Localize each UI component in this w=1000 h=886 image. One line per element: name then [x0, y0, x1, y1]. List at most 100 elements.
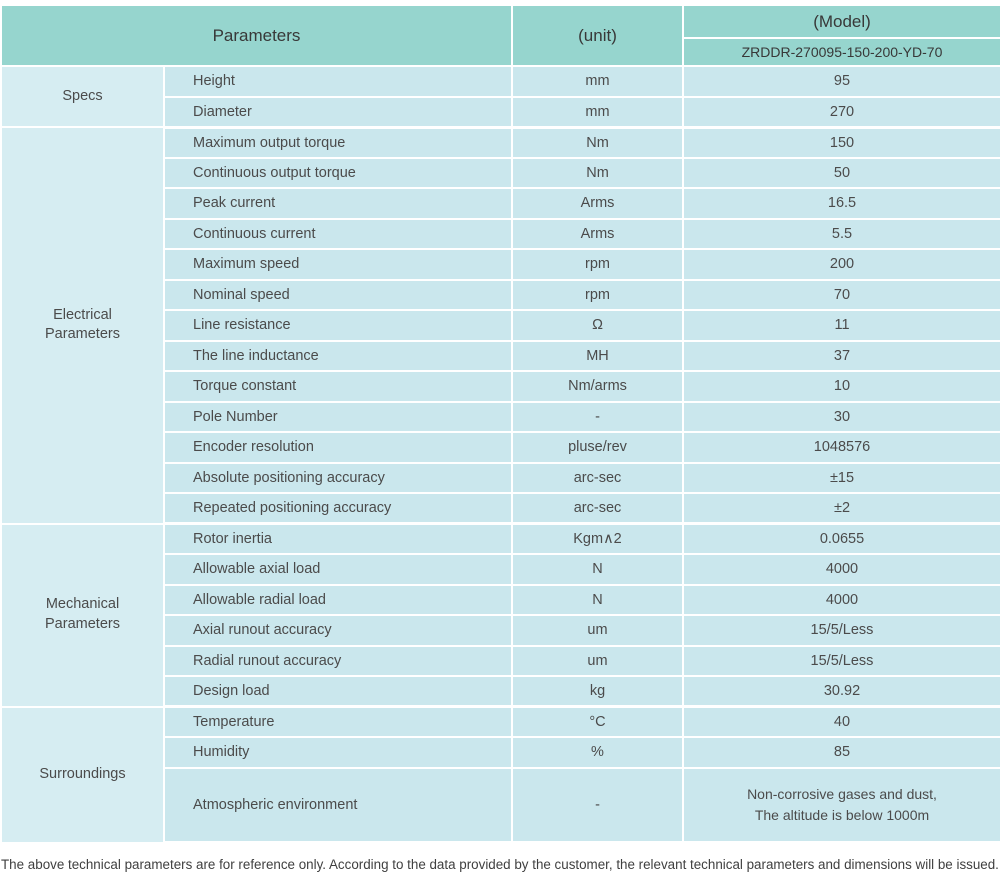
value-cell: 4000 — [682, 583, 1000, 616]
param-cell: Axial runout accuracy — [163, 614, 513, 647]
param-cell: Repeated positioning accuracy — [163, 492, 513, 525]
param-cell: Continuous current — [163, 217, 513, 250]
param-cell: Allowable radial load — [163, 583, 513, 616]
unit-cell: MH — [511, 339, 684, 372]
table-row: Design load kg 30.92 — [1, 675, 1000, 708]
unit-cell: Nm — [511, 126, 684, 159]
param-cell: Allowable axial load — [163, 553, 513, 586]
param-cell: Absolute positioning accuracy — [163, 461, 513, 494]
value-cell: 10 — [682, 370, 1000, 403]
table-row: Diameter mm 270 — [1, 95, 1000, 129]
table-row: Absolute positioning accuracy arc-sec ±15 — [1, 461, 1000, 494]
value-cell: 50 — [682, 156, 1000, 189]
unit-cell: Arms — [511, 187, 684, 220]
param-cell: The line inductance — [163, 339, 513, 372]
model-number: ZRDDR-270095-150-200-YD-70 — [682, 37, 1000, 67]
table-row: Maximum speed rpm 200 — [1, 248, 1000, 281]
param-cell: Peak current — [163, 187, 513, 220]
unit-cell: arc-sec — [511, 461, 684, 494]
value-cell: 150 — [682, 126, 1000, 159]
value-cell: 1048576 — [682, 431, 1000, 464]
table-row: The line inductance MH 37 — [1, 339, 1000, 372]
param-cell: Temperature — [163, 705, 513, 738]
table-row: Continuous current Arms 5.5 — [1, 217, 1000, 250]
param-cell: Diameter — [163, 95, 513, 129]
unit-cell: Ω — [511, 309, 684, 342]
col-header-model: (Model) — [682, 4, 1000, 39]
value-cell: 70 — [682, 278, 1000, 311]
unit-cell: um — [511, 644, 684, 677]
param-cell: Nominal speed — [163, 278, 513, 311]
value-cell: 5.5 — [682, 217, 1000, 250]
unit-cell: Nm/arms — [511, 370, 684, 403]
param-cell: Humidity — [163, 736, 513, 769]
table-row: Repeated positioning accuracy arc-sec ±2 — [1, 492, 1000, 525]
value-cell: 15/5/Less — [682, 644, 1000, 677]
value-cell: 4000 — [682, 553, 1000, 586]
table-row: Mechanical Parameters Rotor inertia Kgm∧2 0… — [0, 522, 1000, 708]
unit-cell: kg — [511, 675, 684, 708]
unit-cell: mm — [511, 95, 684, 129]
unit-cell: um — [511, 614, 684, 647]
value-cell: ±2 — [682, 492, 1000, 525]
unit-cell: arc-sec — [511, 492, 684, 525]
unit-cell: Kgm∧2 — [511, 522, 684, 555]
unit-cell: rpm — [511, 278, 684, 311]
unit-cell: °C — [511, 705, 684, 738]
group-cell-electrical-parameters: Electrical Parameters — [0, 126, 165, 525]
param-cell: Atmospheric environment — [163, 766, 513, 844]
value-cell: 200 — [682, 248, 1000, 281]
value-cell: 270 — [682, 95, 1000, 129]
unit-cell: rpm — [511, 248, 684, 281]
param-cell: Torque constant — [163, 370, 513, 403]
table-row: Continuous output torque Nm 50 — [1, 156, 1000, 189]
param-cell: Maximum speed — [163, 248, 513, 281]
param-cell: Height — [163, 65, 513, 98]
unit-cell: Arms — [511, 217, 684, 250]
unit-cell: N — [511, 553, 684, 586]
unit-cell: N — [511, 583, 684, 616]
table-body: Specs Height mm 95 Diameter mm 270 Electrical P… — [0, 65, 1000, 844]
param-cell: Rotor inertia — [163, 522, 513, 555]
value-cell: 16.5 — [682, 187, 1000, 220]
value-cell: 85 — [682, 736, 1000, 769]
value-cell: 37 — [682, 339, 1000, 372]
param-cell: Line resistance — [163, 309, 513, 342]
value-cell: 30 — [682, 400, 1000, 433]
value-cell: 15/5/Less — [682, 614, 1000, 647]
table-row: Encoder resolution pluse/rev 1048576 — [1, 431, 1000, 464]
unit-cell: - — [511, 400, 684, 433]
table-row: Atmospheric environment - Non-corrosive ga… — [1, 766, 1000, 844]
table-row: Electrical Parameters Maximum output torq… — [0, 126, 1000, 525]
param-cell: Continuous output torque — [163, 156, 513, 189]
table-row: Specs Height mm 95 — [0, 65, 1000, 128]
group-cell-surroundings: Surroundings — [0, 705, 165, 844]
value-cell: 0.0655 — [682, 522, 1000, 555]
param-cell: Encoder resolution — [163, 431, 513, 464]
unit-cell: % — [511, 736, 684, 769]
header-row-top: Parameters (unit) (Model) — [0, 4, 1000, 67]
value-cell: 30.92 — [682, 675, 1000, 708]
header-row-model: ZRDDR-270095-150-200-YD-70 — [1, 37, 1000, 67]
col-header-parameters: Parameters — [0, 4, 513, 67]
table-header: Parameters (unit) (Model) ZRDDR-270095-1… — [0, 4, 1000, 67]
col-header-unit: (unit) — [511, 4, 684, 67]
param-cell: Pole Number — [163, 400, 513, 433]
value-cell: Non-corrosive gases and dust, The altitu… — [682, 766, 1000, 844]
value-cell: 40 — [682, 705, 1000, 738]
unit-cell: mm — [511, 65, 684, 98]
value-cell: ±15 — [682, 461, 1000, 494]
value-cell: 11 — [682, 309, 1000, 342]
table-row: Radial runout accuracy um 15/5/Less — [1, 644, 1000, 677]
table-row: Pole Number -30 — [1, 400, 1000, 433]
parameters-table: Parameters (unit) (Model) ZRDDR-270095-1… — [0, 4, 1000, 844]
table-row: Line resistance Ω 11 — [1, 309, 1000, 342]
footer-note: The above technical parameters are for r… — [1, 857, 999, 872]
param-cell: Design load — [163, 675, 513, 708]
param-cell: Radial runout accuracy — [163, 644, 513, 677]
unit-cell: Nm — [511, 156, 684, 189]
unit-cell: pluse/rev — [511, 431, 684, 464]
table-row: Torque constant Nm/arms 10 — [1, 370, 1000, 403]
group-cell-mechanical-parameters: Mechanical Parameters — [0, 522, 165, 708]
table-row: Surroundings Temperature °C 40 — [0, 705, 1000, 844]
